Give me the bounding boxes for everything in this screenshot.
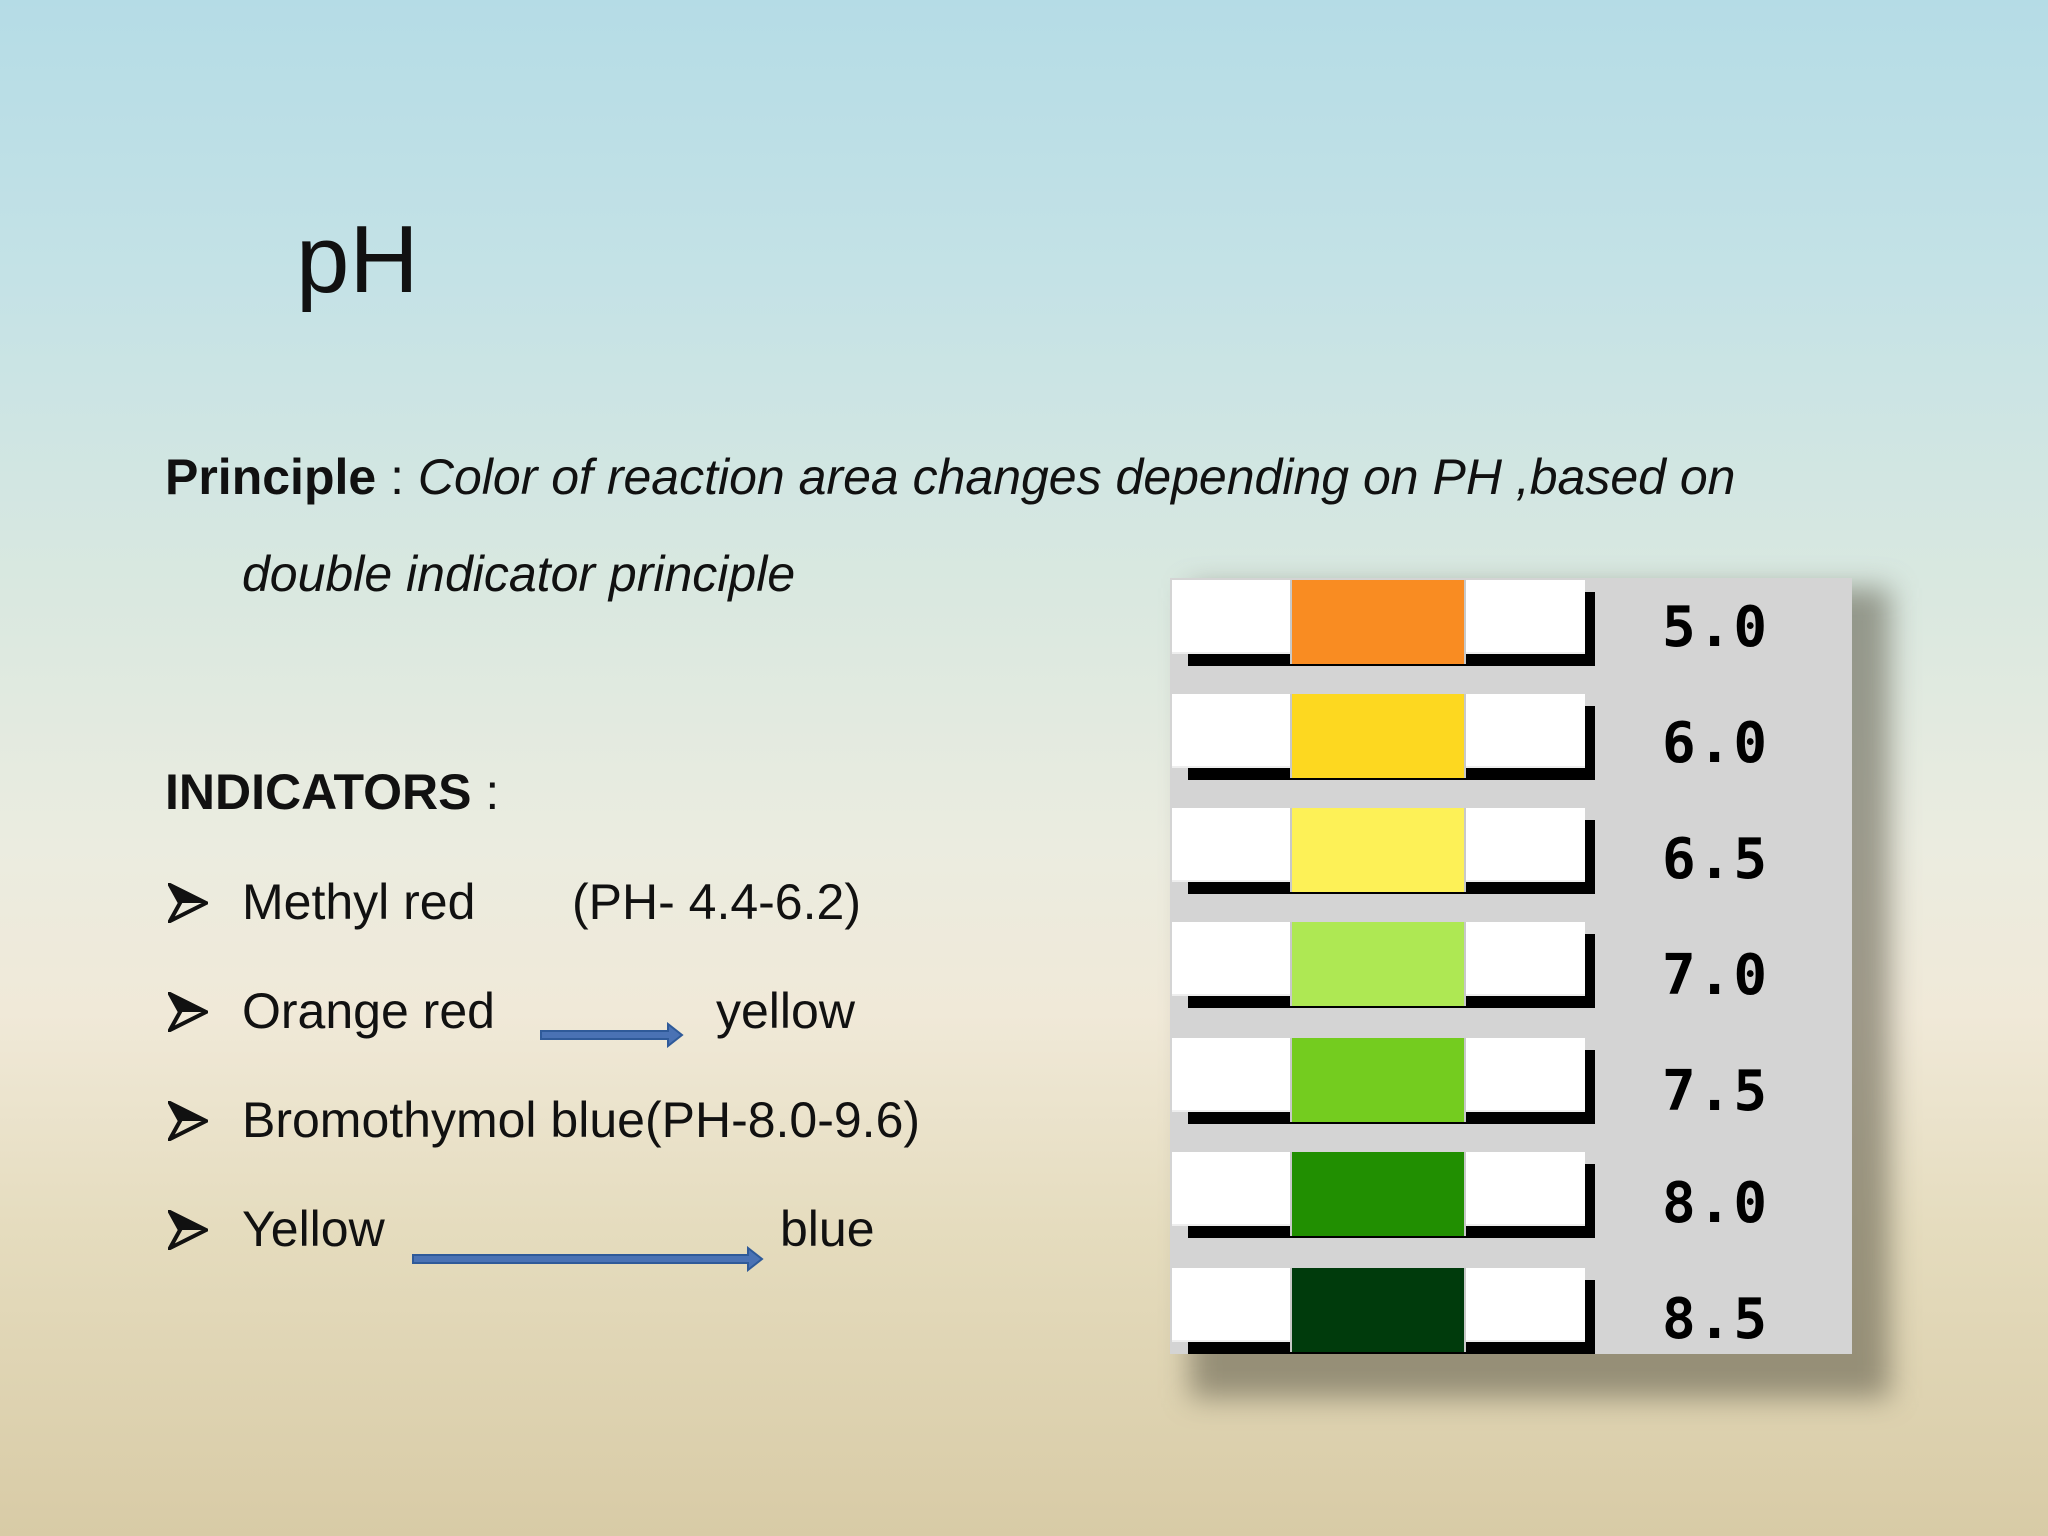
ph-chart-row: 6.0 (1170, 692, 1852, 780)
ph-chart-row: 7.0 (1170, 920, 1852, 1008)
principle-separator: : (376, 449, 418, 505)
indicator-item-name: Methyl red (242, 874, 476, 930)
ph-value-label: 8.0 (1662, 1171, 1770, 1236)
indicator-item-yellow: Yellow (242, 1201, 385, 1257)
arrowhead-bullet-icon (168, 883, 208, 923)
test-strip (1172, 1038, 1585, 1122)
transition-arrow-icon (540, 1022, 684, 1048)
transition-arrow-icon (412, 1246, 764, 1272)
reaction-pad (1290, 580, 1466, 664)
ph-color-chart: 5.0 6.0 6.5 7.0 7.5 8.0 (1170, 578, 1852, 1354)
ph-chart-row: 6.5 (1170, 806, 1852, 894)
ph-value-label: 8.5 (1662, 1287, 1770, 1352)
ph-chart-row: 8.0 (1170, 1150, 1852, 1238)
test-strip (1172, 694, 1585, 778)
test-strip (1172, 1152, 1585, 1236)
ph-value-label: 6.5 (1662, 827, 1770, 892)
indicator-item-result: blue (780, 1201, 875, 1257)
arrowhead-bullet-icon (168, 1101, 208, 1141)
reaction-pad (1290, 1268, 1466, 1352)
ph-value-label: 7.0 (1662, 943, 1770, 1008)
principle-line: Principle : Color of reaction area chang… (165, 447, 1735, 507)
principle-text-line1: Color of reaction area changes depending… (417, 449, 1736, 505)
ph-value-label: 5.0 (1662, 595, 1770, 660)
reaction-pad (1290, 694, 1466, 778)
indicator-item-orange-red: Orange red (242, 983, 495, 1039)
principle-text-line2: double indicator principle (242, 546, 796, 602)
arrowhead-bullet-icon (168, 1210, 208, 1250)
indicator-item-range: (PH- 4.4-6.2) (572, 874, 861, 930)
reaction-pad (1290, 922, 1466, 1006)
indicator-item-bromothymol-blue: Bromothymol blue(PH-8.0-9.6) (242, 1092, 921, 1148)
indicators-separator: : (471, 764, 500, 820)
ph-value-label: 7.5 (1662, 1059, 1770, 1124)
indicators-label: INDICATORS (165, 764, 472, 820)
indicators-heading: INDICATORS : (165, 762, 499, 822)
indicator-item-methyl-red: Methyl red (242, 872, 475, 932)
arrowhead-bullet-icon (168, 992, 208, 1032)
test-strip (1172, 922, 1585, 1006)
test-strip (1172, 580, 1585, 664)
reaction-pad (1290, 808, 1466, 892)
ph-value-label: 6.0 (1662, 711, 1770, 776)
indicator-item-result: yellow (716, 983, 855, 1039)
ph-chart-row: 8.5 (1170, 1266, 1852, 1354)
reaction-pad (1290, 1152, 1466, 1236)
test-strip (1172, 808, 1585, 892)
ph-chart-row: 5.0 (1170, 578, 1852, 666)
principle-label: Principle (165, 449, 377, 505)
ph-chart-row: 7.5 (1170, 1036, 1852, 1124)
reaction-pad (1290, 1038, 1466, 1122)
slide-title: pH (296, 206, 419, 313)
test-strip (1172, 1268, 1585, 1352)
